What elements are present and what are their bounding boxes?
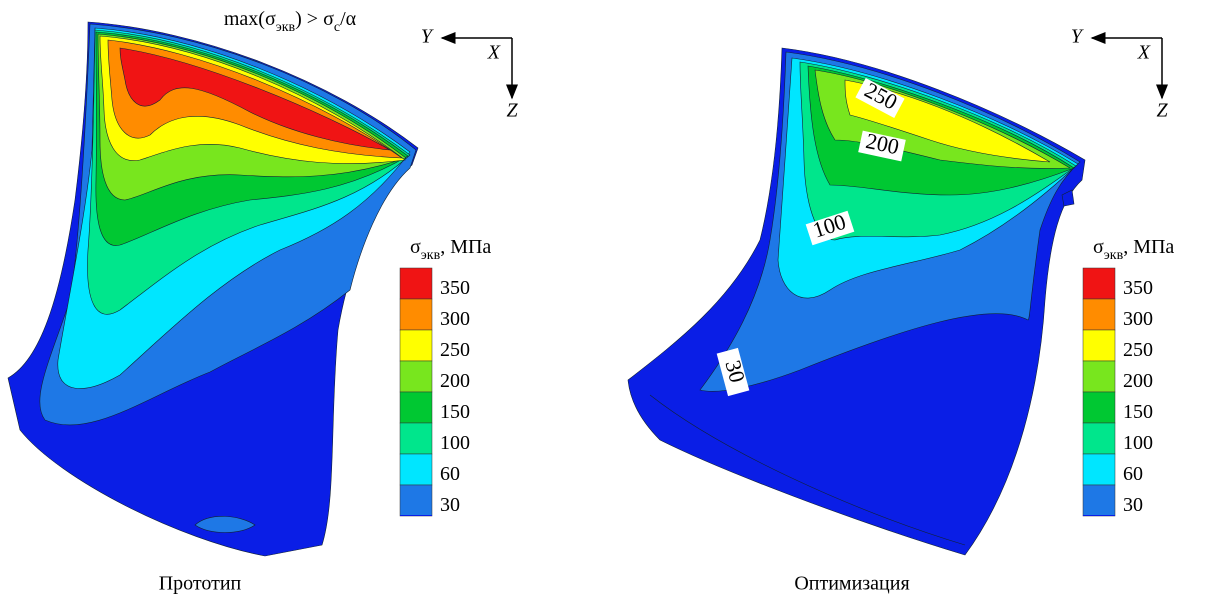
legend-level: 150 xyxy=(1123,401,1153,423)
annotation-part: ) > σ xyxy=(295,8,334,30)
legend-level: 300 xyxy=(440,308,470,330)
legend-swatch xyxy=(400,485,432,516)
legend-level: 30 xyxy=(440,494,460,516)
legend-swatch xyxy=(400,268,432,299)
axis-label: Z xyxy=(1156,100,1168,122)
axis-label: Z xyxy=(506,100,518,122)
blade-optimized xyxy=(628,48,1085,555)
legend-swatch xyxy=(400,515,432,516)
legend-swatch xyxy=(1083,361,1115,392)
legend-swatch xyxy=(400,454,432,485)
legend-swatch xyxy=(400,423,432,454)
annotation: max(σэкв) > σс/α xyxy=(224,8,357,35)
legend-level: 250 xyxy=(440,339,470,361)
legend-level: 350 xyxy=(440,277,470,299)
caption: Оптимизация xyxy=(794,573,909,595)
legend-swatch xyxy=(1083,515,1115,516)
legend-title-part: σ xyxy=(1093,236,1104,258)
axis-label: Y xyxy=(421,26,434,48)
legend-swatch xyxy=(1083,392,1115,423)
legend-title-part: экв xyxy=(421,248,441,263)
legend-level: 250 xyxy=(1123,339,1153,361)
legend-swatch xyxy=(1083,485,1115,516)
axis-label: X xyxy=(487,42,501,64)
legend-swatch xyxy=(1083,330,1115,361)
legend-title-part: , МПа xyxy=(440,236,491,258)
legend-level: 150 xyxy=(440,401,470,423)
axes-triad: Y X Z xyxy=(421,26,519,122)
annotation-part: /α xyxy=(340,8,357,30)
axis-label: Y xyxy=(1071,26,1084,48)
legend-level: 100 xyxy=(1123,432,1153,454)
legend-level: 350 xyxy=(1123,277,1153,299)
legend-title-part: экв xyxy=(1104,248,1124,263)
blade-prototype xyxy=(8,22,418,556)
annotation-part: max(σ xyxy=(224,8,276,30)
caption: Прототип xyxy=(159,573,242,595)
legend-level: 300 xyxy=(1123,308,1153,330)
legend-swatch xyxy=(1083,299,1115,330)
annotation-part: экв xyxy=(276,20,296,35)
legend-swatch xyxy=(400,392,432,423)
legend-title-part: σ xyxy=(410,236,421,258)
legend-level: 60 xyxy=(1123,463,1143,485)
figure: Прототипmax(σэкв) > σс/αYXZσэкв, МПа3503… xyxy=(0,0,1206,598)
legend-title: σэкв, МПа xyxy=(410,236,491,263)
legend-title: σэкв, МПа xyxy=(1093,236,1174,263)
legend-swatch xyxy=(400,330,432,361)
legend-level: 200 xyxy=(1123,370,1153,392)
legend-swatch xyxy=(400,299,432,330)
legend-swatch xyxy=(400,361,432,392)
legend-swatch xyxy=(1083,268,1115,299)
legend-level: 200 xyxy=(440,370,470,392)
axes-triad: Y X Z xyxy=(1071,26,1169,122)
legend-title-part: , МПа xyxy=(1123,236,1174,258)
legend-swatch xyxy=(1083,423,1115,454)
axis-label: X xyxy=(1137,42,1151,64)
legend-swatch xyxy=(1083,454,1115,485)
legend-level: 100 xyxy=(440,432,470,454)
legend-level: 30 xyxy=(1123,494,1143,516)
legend-level: 60 xyxy=(440,463,460,485)
